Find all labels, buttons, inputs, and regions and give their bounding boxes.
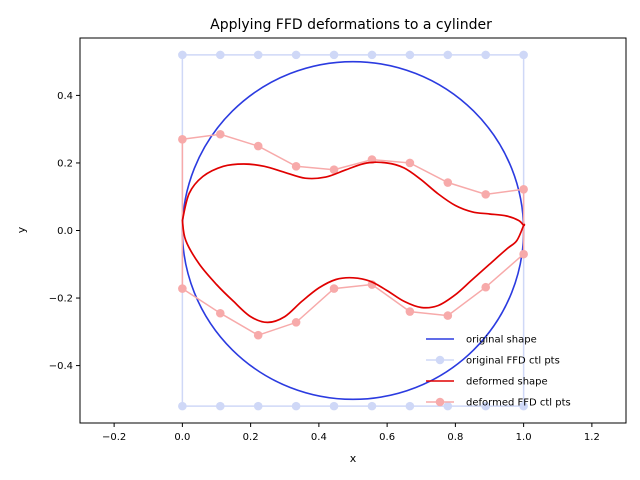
control-point	[253, 141, 263, 151]
control-point	[519, 401, 528, 411]
control-point	[481, 50, 491, 60]
x-tick-label: 1.2	[584, 432, 600, 443]
control-point	[519, 184, 528, 194]
legend-label: original shape	[466, 335, 537, 346]
control-point	[178, 135, 187, 144]
lattice-lower-line	[181, 253, 525, 337]
x-tick-label: −0.2	[102, 432, 126, 443]
legend-label: deformed FFD ctl pts	[466, 398, 571, 409]
legend-item: deformed shape	[426, 377, 548, 388]
x-tick-label: 1.0	[516, 432, 532, 443]
chart-title: Applying FFD deformations to a cylinder	[210, 17, 492, 33]
control-point	[215, 401, 225, 411]
y-axis-label: y	[15, 226, 28, 233]
control-point	[481, 190, 491, 199]
x-tick-label: 0.6	[379, 432, 395, 443]
control-point	[519, 249, 528, 259]
x-tick-label: 0.2	[243, 432, 259, 443]
control-point	[519, 50, 528, 60]
deformed-shape-curve	[181, 161, 526, 324]
control-point	[329, 50, 339, 60]
control-point	[291, 162, 301, 171]
control-point	[443, 50, 453, 60]
lattice-upper-line	[182, 133, 524, 196]
control-point	[367, 50, 377, 60]
control-point	[178, 284, 187, 293]
control-point	[443, 178, 453, 187]
control-point	[215, 308, 225, 318]
legend-label: deformed shape	[466, 377, 548, 388]
control-point	[405, 158, 415, 168]
control-point	[291, 401, 301, 411]
y-tick-label: 0.0	[57, 226, 73, 237]
y-tick-label: 0.4	[57, 91, 73, 102]
control-point	[405, 401, 415, 411]
series-layer	[178, 50, 528, 411]
control-point	[178, 50, 187, 60]
legend: original shape original FFD ctl pts deform…	[426, 335, 571, 409]
legend-item: deformed FFD ctl pts	[426, 398, 571, 409]
control-point	[215, 50, 225, 60]
y-tick-label: 0.2	[57, 158, 73, 169]
control-point	[405, 307, 415, 316]
control-point	[329, 165, 339, 175]
control-point	[329, 401, 339, 411]
y-tick-label: −0.2	[49, 294, 73, 305]
legend-item: original FFD ctl pts	[426, 356, 560, 367]
control-point	[481, 401, 491, 411]
legend-item: original shape	[426, 335, 537, 346]
control-point	[253, 330, 263, 340]
legend-label: original FFD ctl pts	[466, 356, 560, 367]
control-point	[178, 401, 187, 411]
control-point	[405, 50, 415, 60]
y-axis: −0.4 −0.2 0.0 0.2 0.4	[49, 91, 80, 372]
control-point	[481, 282, 491, 292]
series-3	[178, 129, 528, 340]
axes-background	[80, 38, 626, 423]
control-point	[215, 129, 225, 139]
plot-area	[79, 37, 627, 424]
control-point	[253, 50, 263, 60]
x-tick-label: 0.0	[174, 432, 190, 443]
control-point	[443, 311, 453, 320]
x-axis: −0.2 0.0 0.2 0.4 0.6 0.8 1.0 1.2	[102, 423, 600, 443]
control-point	[367, 401, 377, 411]
y-tick-label: −0.4	[49, 361, 73, 372]
control-point	[253, 401, 263, 411]
control-point	[329, 284, 339, 293]
control-point	[443, 401, 453, 411]
control-point	[291, 50, 301, 60]
control-point	[291, 318, 301, 327]
x-tick-label: 0.8	[447, 432, 463, 443]
legend-marker	[435, 355, 445, 365]
x-tick-label: 0.4	[311, 432, 327, 443]
legend-marker	[435, 397, 445, 407]
x-axis-label: x	[350, 452, 357, 465]
